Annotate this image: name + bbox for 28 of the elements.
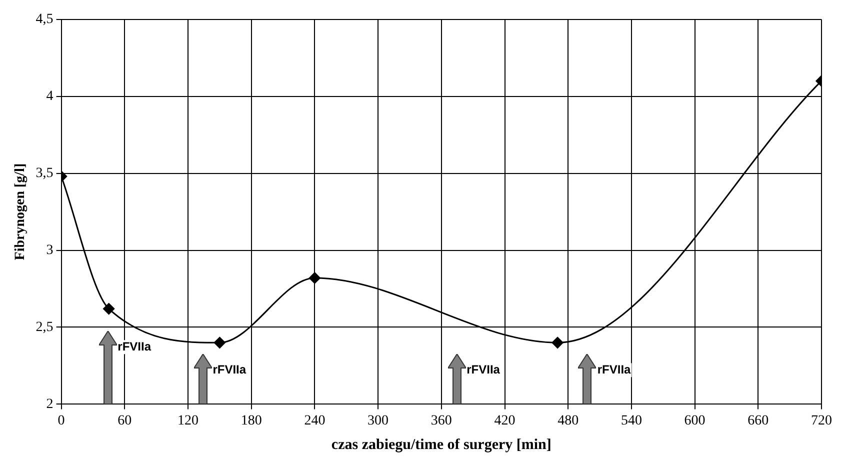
annotation: rFVIIa xyxy=(212,362,246,376)
x-tick-label: 420 xyxy=(494,413,516,428)
y-axis-title: Fibrynogen [g/l] xyxy=(13,163,28,260)
point xyxy=(214,336,226,348)
annotation: rFVIIa xyxy=(466,362,500,376)
x-tick-label: 0 xyxy=(58,413,65,428)
x-tick-label: 360 xyxy=(430,413,452,428)
x-tick-label: 120 xyxy=(178,413,198,428)
y-tick-label: 2 xyxy=(46,396,54,412)
annotation: rFVIIa xyxy=(597,362,632,376)
y-tick-label: 3 xyxy=(46,242,54,258)
annotation: rFVIIa xyxy=(118,339,152,354)
x-tick-label: 60 xyxy=(118,413,132,428)
y-tick-label: 2,5 xyxy=(36,320,54,335)
x-tick-label: 720 xyxy=(811,413,832,428)
point xyxy=(308,272,320,284)
x-tick-label: 660 xyxy=(748,413,769,428)
x-tick-label: 180 xyxy=(240,413,262,428)
y-tick-label: 4 xyxy=(46,89,54,104)
point xyxy=(103,303,115,315)
y-tick-label: 4,5 xyxy=(36,12,54,28)
x-tick-label: 240 xyxy=(304,413,326,428)
x-tick-label: 600 xyxy=(684,413,706,428)
x-axis-title: czas zabiegu/time of surgery [min] xyxy=(331,436,552,453)
x-tick-label: 540 xyxy=(620,413,642,428)
x-tick-label: 480 xyxy=(558,413,579,428)
x-tick-label: 300 xyxy=(368,413,389,428)
y-tick-label: 3,5 xyxy=(36,166,54,181)
